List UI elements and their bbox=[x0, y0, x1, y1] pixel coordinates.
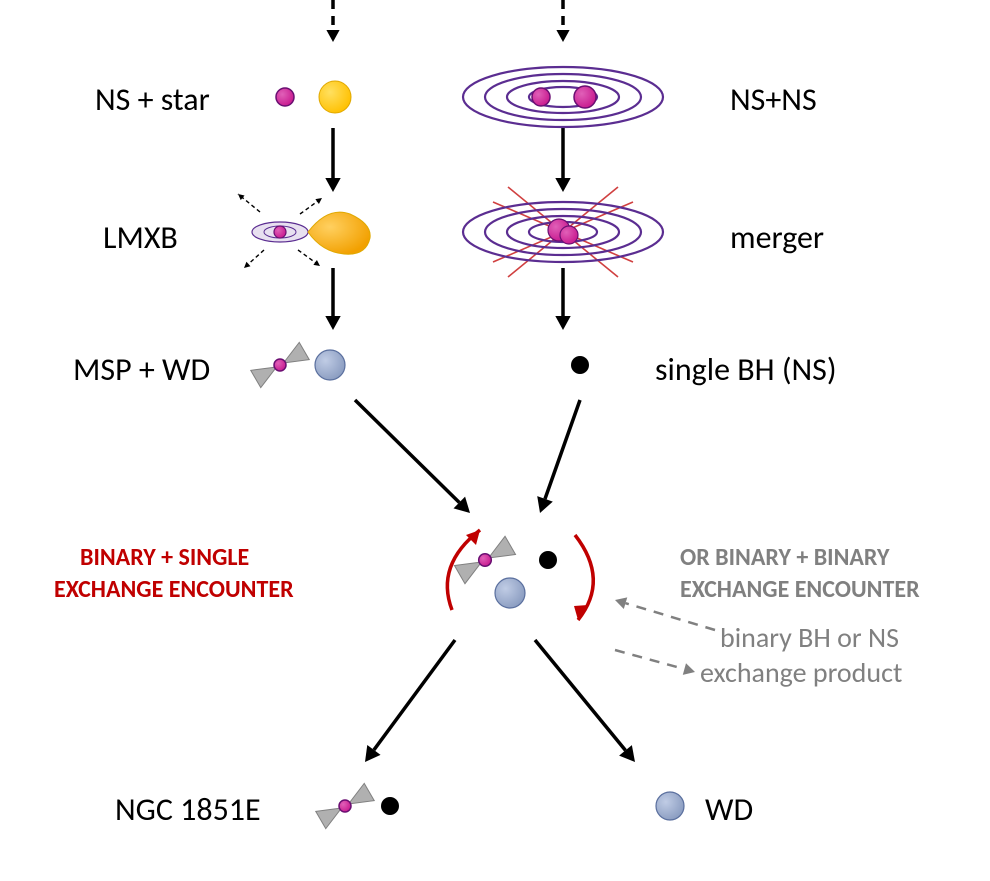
label-bin_bh_ns: binary BH or NS bbox=[720, 620, 899, 655]
arrow-merge_right bbox=[537, 400, 580, 513]
arrow-right_1 bbox=[555, 128, 570, 192]
node-single-bh bbox=[571, 356, 589, 374]
label-msp_wd: MSP + WD bbox=[73, 350, 210, 389]
node-wd-final bbox=[656, 792, 684, 820]
label-lmxb: LMXB bbox=[103, 218, 178, 257]
label-ns_star: NS + star bbox=[95, 80, 210, 119]
label-exch_prod: exchange product bbox=[700, 655, 902, 690]
label-ngc1851e: NGC 1851E bbox=[115, 790, 261, 829]
label-ns_ns: NS+NS bbox=[730, 80, 817, 119]
label-or_bin_bin_1: OR BINARY + BINARY bbox=[680, 543, 889, 572]
label-or_bin_bin_2: EXCHANGE ENCOUNTER bbox=[680, 575, 920, 604]
arrow-grey_out bbox=[615, 650, 695, 675]
node-ngc1851e bbox=[316, 783, 399, 828]
label-merger: merger bbox=[730, 218, 824, 257]
arrow-right_2 bbox=[555, 268, 570, 330]
label-wd: WD bbox=[705, 790, 753, 829]
node-ns-ns bbox=[463, 67, 663, 127]
arrow-split_left bbox=[365, 640, 455, 762]
node-encounter bbox=[454, 536, 557, 608]
arrow-merge_left bbox=[355, 400, 470, 513]
arrow-left_1 bbox=[325, 128, 340, 192]
label-single_bh: single BH (NS) bbox=[655, 350, 837, 389]
node-msp-wd bbox=[251, 342, 345, 387]
label-bin_single_1: BINARY + SINGLE bbox=[80, 543, 249, 572]
node-ns-star bbox=[276, 81, 351, 113]
label-bin_single_2: EXCHANGE ENCOUNTER bbox=[54, 575, 294, 604]
arrow-top_left_dash bbox=[326, 0, 339, 42]
arrow-split_right bbox=[535, 640, 635, 762]
arrow-left_2 bbox=[325, 268, 340, 330]
node-merger bbox=[463, 187, 663, 277]
node-lmxb bbox=[238, 194, 370, 268]
arrow-top_right_dash bbox=[556, 0, 569, 42]
